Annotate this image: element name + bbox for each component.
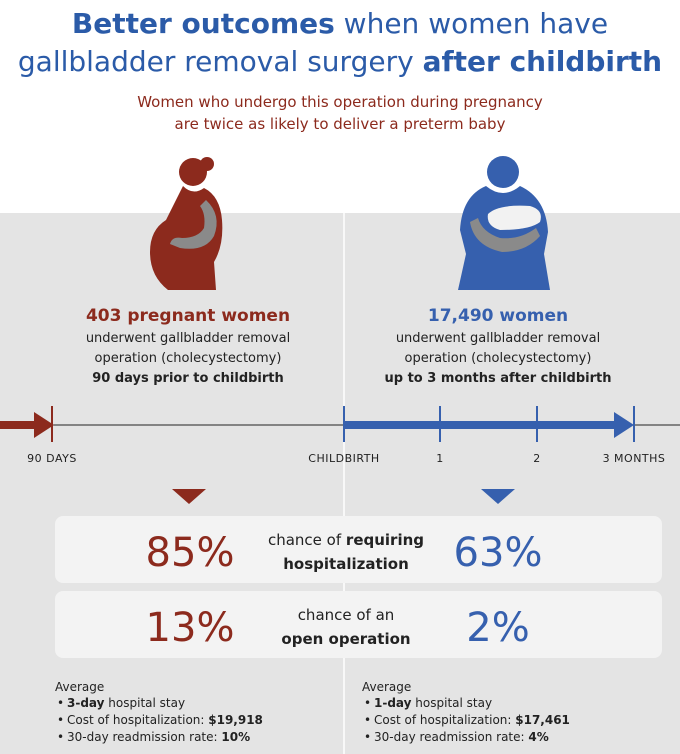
pointer: [481, 489, 515, 504]
stat-label: open operation: [281, 630, 410, 648]
text-part: gallbladder removal surgery: [18, 45, 423, 78]
stat-value: 63%: [454, 530, 543, 576]
stat-box: [55, 591, 662, 658]
bullet: •: [364, 696, 371, 710]
text-part: Cost of hospitalization:: [374, 713, 515, 727]
arm-icon: [170, 200, 217, 249]
baby-icon: [470, 205, 541, 252]
timeline-arrowhead: [34, 412, 54, 438]
text-part: 30-day readmission rate:: [67, 730, 221, 744]
timeline-label: 3 MONTHS: [603, 452, 666, 465]
timeline-label: 90 DAYS: [27, 452, 77, 465]
timeline-arrowhead: [614, 412, 634, 438]
subtitle-line: Women who undergo this operation during …: [137, 93, 543, 111]
text-part: chance of: [268, 531, 346, 549]
title-line: gallbladder removal surgery after childb…: [18, 45, 662, 78]
average-item: 30-day readmission rate: 10%: [67, 730, 250, 744]
group-description: underwent gallbladder removal: [396, 331, 600, 346]
text-part: 3-day: [67, 696, 105, 710]
text-part: when women have: [335, 7, 608, 40]
text-part: 4%: [528, 730, 548, 744]
bullet: •: [57, 696, 64, 710]
group-count: 17,490 women: [428, 306, 568, 326]
timeline-arrow: [344, 421, 616, 429]
text-part: 30-day readmission rate:: [374, 730, 528, 744]
average-item: 1-day hospital stay: [374, 696, 492, 710]
text-part: hospital stay: [411, 696, 492, 710]
timeline-label: 1: [436, 452, 444, 465]
stat-label: chance of requiring: [268, 531, 424, 549]
pointer: [172, 489, 206, 504]
average-item: 3-day hospital stay: [67, 696, 185, 710]
bullet: •: [57, 730, 64, 744]
text-part: 10%: [221, 730, 250, 744]
average-item: Cost of hospitalization: $19,918: [67, 713, 263, 727]
bullet: •: [57, 713, 64, 727]
stat-value: 13%: [146, 605, 235, 651]
group-description: operation (cholecystectomy): [95, 351, 282, 366]
text-part: $17,461: [515, 713, 570, 727]
group-description: operation (cholecystectomy): [405, 351, 592, 366]
stat-value: 2%: [466, 605, 529, 651]
timeline-label: CHILDBIRTH: [308, 452, 379, 465]
stat-box: [55, 516, 662, 583]
bullet: •: [364, 730, 371, 744]
average-heading: Average: [362, 680, 411, 694]
text-part: $19,918: [208, 713, 263, 727]
text-part: hospital stay: [104, 696, 185, 710]
average-item: 30-day readmission rate: 4%: [374, 730, 549, 744]
average-heading: Average: [55, 680, 104, 694]
average-item: Cost of hospitalization: $17,461: [374, 713, 570, 727]
stat-label: hospitalization: [283, 555, 409, 573]
text-part: after childbirth: [423, 45, 663, 78]
group-description: up to 3 months after childbirth: [384, 371, 611, 386]
group-description: underwent gallbladder removal: [86, 331, 290, 346]
text-part: chance of an: [298, 606, 395, 624]
title-line: Better outcomes when women have: [72, 7, 608, 40]
subtitle-line: are twice as likely to deliver a preterm…: [175, 115, 506, 133]
grey-panel: [0, 213, 680, 754]
text-part: requiring: [346, 531, 424, 549]
timeline-ticks: [51, 406, 635, 442]
text-part: 1-day: [374, 696, 412, 710]
text-part: hospitalization: [283, 555, 409, 573]
text-part: Cost of hospitalization:: [67, 713, 208, 727]
timeline-label: 2: [533, 452, 541, 465]
text-part: Better outcomes: [72, 7, 335, 40]
text-part: open operation: [281, 630, 410, 648]
stat-value: 85%: [146, 530, 235, 576]
bullet: •: [364, 713, 371, 727]
group-description: 90 days prior to childbirth: [92, 371, 284, 386]
group-count: 403 pregnant women: [86, 306, 290, 326]
timeline-arrow: [0, 421, 36, 429]
stat-label: chance of an: [298, 606, 395, 624]
